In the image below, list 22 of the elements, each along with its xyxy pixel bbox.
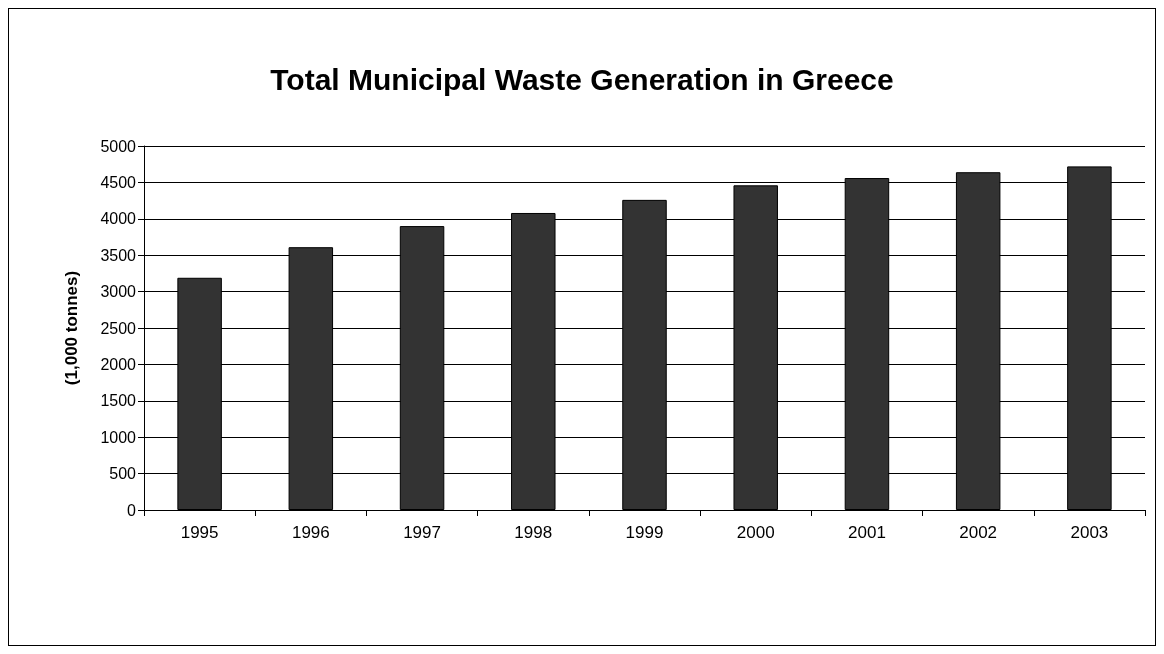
x-tick-label: 2003 bbox=[1070, 523, 1109, 542]
y-tick-label: 1500 bbox=[100, 392, 137, 410]
y-tick-label: 0 bbox=[127, 501, 137, 519]
x-tick-label: 1998 bbox=[514, 523, 553, 542]
y-tick-label: 1000 bbox=[100, 428, 137, 446]
x-tick-label: 1997 bbox=[403, 523, 441, 542]
y-tick-label: 3000 bbox=[100, 283, 137, 301]
x-tick-label: 2000 bbox=[736, 523, 775, 542]
y-tick-label: 5000 bbox=[100, 137, 137, 155]
x-tick-label: 1999 bbox=[625, 523, 664, 542]
x-tick-label: 1995 bbox=[180, 523, 219, 542]
y-tick-label: 2500 bbox=[100, 319, 137, 337]
y-tick-label: 4500 bbox=[100, 173, 137, 191]
y-tick-label: 500 bbox=[109, 465, 137, 483]
x-tick-label: 2002 bbox=[959, 523, 998, 542]
y-axis-title: (1,000 tonnes) bbox=[62, 270, 81, 386]
x-tick-label: 2001 bbox=[848, 523, 886, 542]
y-tick-label: 3500 bbox=[100, 246, 137, 264]
y-tick-label: 2000 bbox=[100, 355, 137, 373]
chart-title: Total Municipal Waste Generation in Greece bbox=[270, 62, 894, 96]
y-tick-label: 4000 bbox=[100, 210, 137, 228]
x-tick-label: 1996 bbox=[291, 523, 330, 542]
